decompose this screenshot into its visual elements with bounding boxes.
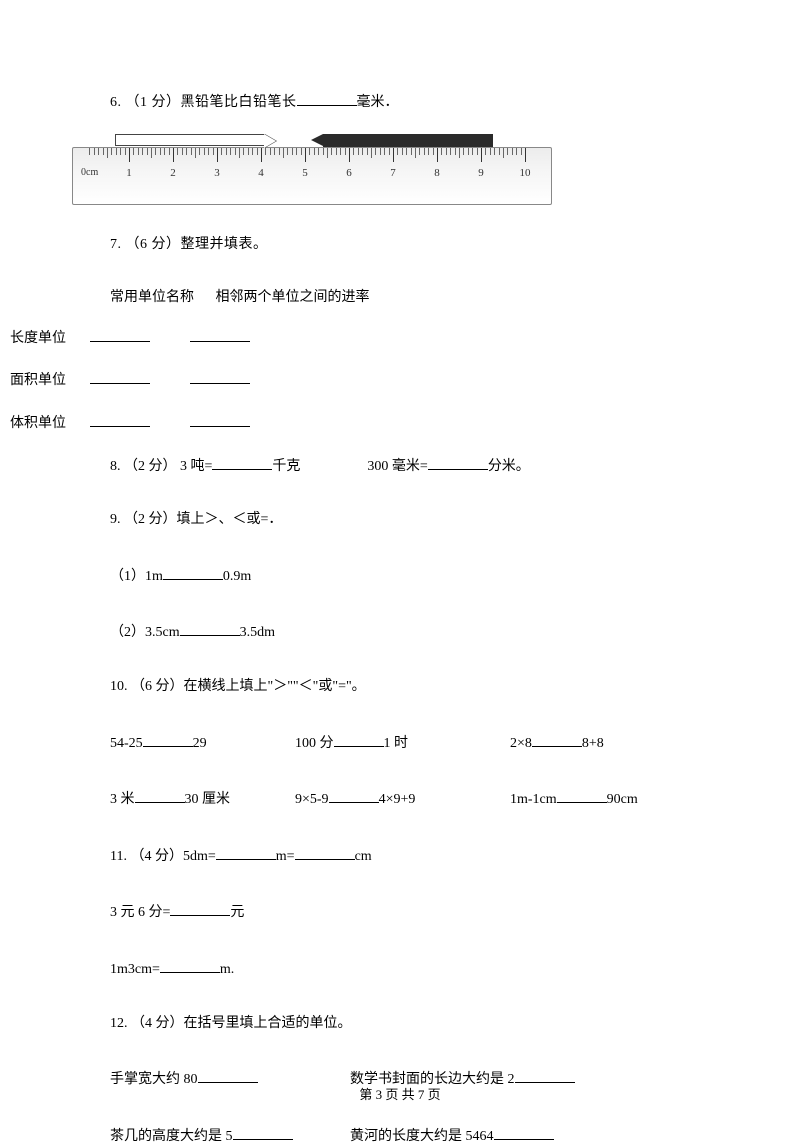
blank [143, 731, 193, 747]
q9-s2s: 3.5dm [240, 625, 275, 640]
ruler-ticks: 12345678910 [73, 148, 551, 170]
row-label-volume: 体积单位 [10, 414, 90, 434]
blank [90, 368, 150, 384]
q10-r2a-p: 3 米 [110, 792, 135, 807]
footer-text: 第 3 页 共 7 页 [359, 1087, 440, 1102]
q11-l1s: cm [355, 849, 372, 864]
blank [170, 900, 230, 916]
q11-l3p: 1m3cm= [110, 962, 160, 977]
table-row: 体积单位 [10, 411, 740, 434]
q8-p1: 8. （2 分） 3 吨= [110, 459, 212, 474]
blank [212, 454, 272, 470]
question-7: 7. （6 分）整理并填表。 [110, 235, 740, 255]
q7-table: 常用单位名称 相邻两个单位之间的进率 长度单位 面积单位 体积单位 [10, 288, 740, 433]
blank [190, 368, 250, 384]
question-11-line1: 11. （4 分）5dm= m= cm [110, 844, 740, 867]
q9-sub1: （1）1m 0.9m [110, 564, 740, 587]
q7-h1: 常用单位名称 [110, 290, 194, 305]
blank [180, 620, 240, 636]
q7-text: 7. （6 分）整理并填表。 [110, 237, 268, 252]
page-footer: 第 3 页 共 7 页 [0, 1086, 800, 1104]
question-6: 6. （1 分）黑铅笔比白铅笔长 毫米． [110, 90, 740, 113]
q9-s2p: （2）3.5cm [110, 625, 180, 640]
q12-r2a: 茶几的高度大约是 5 [110, 1129, 233, 1144]
q10-r1c-p: 2×8 [510, 736, 532, 751]
question-12: 12. （4 分）在括号里填上合适的单位。 [110, 1014, 740, 1034]
ruler-body: 0cm 12345678910 [72, 147, 552, 205]
blank [216, 844, 276, 860]
blank [428, 454, 488, 470]
q8-p2: 300 毫米= [367, 459, 427, 474]
q6-blank [297, 90, 357, 106]
blank [334, 731, 384, 747]
blank [190, 411, 250, 427]
q10-r2b-p: 9×5-9 [295, 792, 329, 807]
blank [557, 787, 607, 803]
black-pencil [323, 134, 493, 147]
q11-l3s: m. [220, 962, 234, 977]
q10-r1a-s: 29 [193, 736, 207, 751]
q10-row1: 54-25 29 100 分 1 时 2×8 8+8 [110, 731, 740, 754]
question-10: 10. （6 分）在横线上填上"＞""＜"或"="。 [110, 677, 740, 697]
q10-r1c-s: 8+8 [582, 736, 604, 751]
blank [190, 326, 250, 342]
blank [295, 844, 355, 860]
q12-text: 12. （4 分）在括号里填上合适的单位。 [110, 1016, 352, 1031]
blank [135, 787, 185, 803]
question-11-line3: 1m3cm= m. [110, 957, 740, 980]
q10-text: 10. （6 分）在横线上填上"＞""＜"或"="。 [110, 679, 366, 694]
blank [515, 1067, 575, 1083]
blank [90, 326, 150, 342]
blank [198, 1067, 258, 1083]
blank [163, 564, 223, 580]
q10-r2c-s: 90cm [607, 792, 638, 807]
ruler-image: 0cm 12345678910 [60, 147, 740, 205]
question-8: 8. （2 分） 3 吨= 千克 300 毫米= 分米。 [110, 454, 740, 477]
q12-r2b: 黄河的长度大约是 5464 [350, 1129, 494, 1144]
row-label-area: 面积单位 [10, 371, 90, 391]
q6-suffix: 毫米． [357, 95, 399, 110]
q10-r1b-s: 1 时 [384, 736, 409, 751]
q7-h2: 相邻两个单位之间的进率 [216, 290, 370, 305]
q11-l1p: 11. （4 分）5dm= [110, 849, 216, 864]
q9-text: 9. （2 分）填上＞、＜或=． [110, 512, 282, 527]
q11-l1m: m= [276, 849, 295, 864]
q11-l2s: 元 [230, 905, 244, 920]
q10-row2: 3 米 30 厘米 9×5-9 4×9+9 1m-1cm 90cm [110, 787, 740, 810]
q11-l2p: 3 元 6 分= [110, 905, 170, 920]
blank [532, 731, 582, 747]
blank [160, 957, 220, 973]
q10-r2a-s: 30 厘米 [185, 792, 231, 807]
q9-s1p: （1）1m [110, 569, 163, 584]
q10-r1b-p: 100 分 [295, 736, 334, 751]
q8-mid: 千克 [272, 459, 300, 474]
table-row: 长度单位 [10, 326, 740, 349]
question-11-line2: 3 元 6 分= 元 [110, 900, 740, 923]
q12-row2: 茶几的高度大约是 5 黄河的长度大约是 5464 [110, 1124, 740, 1146]
q10-r2c-p: 1m-1cm [510, 792, 557, 807]
table-row: 面积单位 [10, 368, 740, 391]
blank [90, 411, 150, 427]
q9-sub2: （2）3.5cm 3.5dm [110, 620, 740, 643]
q6-text: 6. （1 分）黑铅笔比白铅笔长 [110, 95, 297, 110]
q9-s1s: 0.9m [223, 569, 251, 584]
blank [329, 787, 379, 803]
q10-r2b-s: 4×9+9 [379, 792, 416, 807]
question-9: 9. （2 分）填上＞、＜或=． [110, 510, 740, 530]
q10-r1a-p: 54-25 [110, 736, 143, 751]
white-pencil [115, 134, 265, 146]
q7-table-header: 常用单位名称 相邻两个单位之间的进率 [10, 288, 740, 308]
row-label-length: 长度单位 [10, 329, 90, 349]
q8-p2s: 分米。 [488, 459, 530, 474]
